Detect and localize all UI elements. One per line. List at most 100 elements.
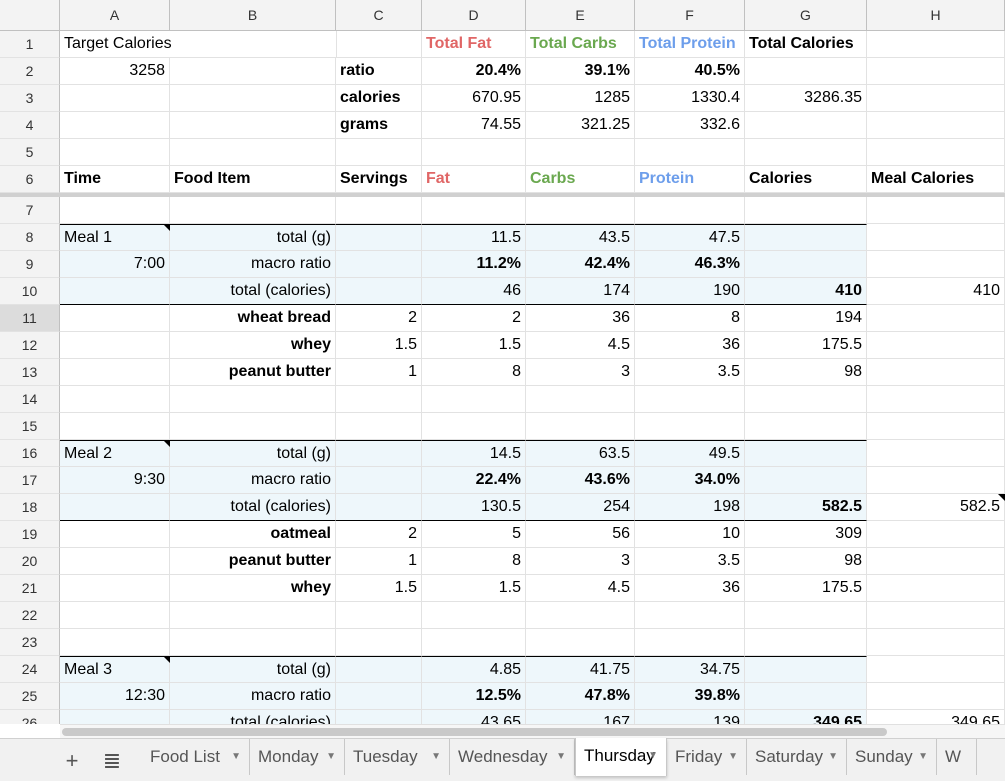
cell-g23[interactable]: [745, 629, 867, 656]
cell-d21[interactable]: 1.5: [422, 575, 526, 602]
cell-h13[interactable]: [867, 359, 1005, 386]
cell-a12[interactable]: [60, 332, 170, 359]
tab-dropdown-icon[interactable]: ▼: [431, 751, 441, 762]
cell-e11[interactable]: 36: [526, 305, 635, 332]
cell-a17[interactable]: 9:30: [60, 467, 170, 494]
column-header-d[interactable]: D: [422, 0, 526, 31]
cell-b25[interactable]: macro ratio: [170, 683, 336, 710]
cell-a4[interactable]: [60, 112, 170, 139]
time-header[interactable]: Time: [60, 166, 170, 193]
target-calories-label[interactable]: Target Calories: [60, 31, 336, 58]
row-header-24[interactable]: 24: [0, 656, 60, 683]
tab-dropdown-icon[interactable]: ▼: [326, 751, 336, 762]
row-header-11[interactable]: 11: [0, 305, 60, 332]
row-header-9[interactable]: 9: [0, 251, 60, 278]
cell-h24[interactable]: [867, 656, 1005, 683]
cell-c14[interactable]: [336, 386, 422, 413]
all-sheets-menu-icon[interactable]: ≣: [102, 748, 122, 773]
cell-d15[interactable]: [422, 413, 526, 440]
column-header-a[interactable]: A: [60, 0, 170, 31]
cell-h26[interactable]: 349.65: [867, 710, 1005, 724]
cell-g17[interactable]: [745, 467, 867, 494]
cell-g20[interactable]: 98: [745, 548, 867, 575]
cell-h11[interactable]: [867, 305, 1005, 332]
sheet-tab-saturday[interactable]: Saturday ▼: [747, 739, 847, 775]
cell-a20[interactable]: [60, 548, 170, 575]
cell-g9[interactable]: [745, 251, 867, 278]
cell-f21[interactable]: 36: [635, 575, 745, 602]
cell-e24[interactable]: 41.75: [526, 656, 635, 683]
column-header-h[interactable]: H: [867, 0, 1005, 31]
cell-c10[interactable]: [336, 278, 422, 305]
row-header-12[interactable]: 12: [0, 332, 60, 359]
cell-c21[interactable]: 1.5: [336, 575, 422, 602]
cell-h10[interactable]: 410: [867, 278, 1005, 305]
cell-e17[interactable]: 43.6%: [526, 467, 635, 494]
cell-d5[interactable]: [422, 139, 526, 166]
cell-a19[interactable]: [60, 521, 170, 548]
cell-f20[interactable]: 3.5: [635, 548, 745, 575]
grams-protein[interactable]: 332.6: [635, 112, 745, 139]
cell-d13[interactable]: 8: [422, 359, 526, 386]
ratio-protein[interactable]: 40.5%: [635, 58, 745, 85]
cell-e25[interactable]: 47.8%: [526, 683, 635, 710]
cell-b8[interactable]: total (g): [170, 224, 336, 251]
spreadsheet-grid[interactable]: A B C D E F G H 1 Target Calories Total …: [0, 0, 1005, 724]
row-header-6[interactable]: 6: [0, 166, 60, 193]
cell-e22[interactable]: [526, 602, 635, 629]
select-all-corner[interactable]: [0, 0, 60, 31]
cell-b16[interactable]: total (g): [170, 440, 336, 467]
cell-f23[interactable]: [635, 629, 745, 656]
row-header-15[interactable]: 15: [0, 413, 60, 440]
row-header-7[interactable]: 7: [0, 197, 60, 224]
cell-c17[interactable]: [336, 467, 422, 494]
cell-b9[interactable]: macro ratio: [170, 251, 336, 278]
cell-f15[interactable]: [635, 413, 745, 440]
cell-g2[interactable]: [745, 58, 867, 85]
cell-b22[interactable]: [170, 602, 336, 629]
cell-e23[interactable]: [526, 629, 635, 656]
cell-g26[interactable]: 349.65: [745, 710, 867, 724]
cell-a21[interactable]: [60, 575, 170, 602]
row-header-4[interactable]: 4: [0, 112, 60, 139]
cell-h17[interactable]: [867, 467, 1005, 494]
cell-h3[interactable]: [867, 85, 1005, 112]
cell-c23[interactable]: [336, 629, 422, 656]
cell-f7[interactable]: [635, 197, 745, 224]
calories-label[interactable]: calories: [336, 85, 422, 112]
cell-b10[interactable]: total (calories): [170, 278, 336, 305]
cell-h7[interactable]: [867, 197, 1005, 224]
cell-a5[interactable]: [60, 139, 170, 166]
tab-dropdown-icon[interactable]: ▼: [828, 751, 838, 762]
cell-e18[interactable]: 254: [526, 494, 635, 521]
cell-g18[interactable]: 582.5: [745, 494, 867, 521]
cell-b7[interactable]: [170, 197, 336, 224]
row-header-13[interactable]: 13: [0, 359, 60, 386]
row-header-20[interactable]: 20: [0, 548, 60, 575]
cell-g19[interactable]: 309: [745, 521, 867, 548]
cell-a13[interactable]: [60, 359, 170, 386]
cell-b20[interactable]: peanut butter: [170, 548, 336, 575]
cell-b14[interactable]: [170, 386, 336, 413]
cell-f12[interactable]: 36: [635, 332, 745, 359]
cell-b5[interactable]: [170, 139, 336, 166]
cell-a10[interactable]: [60, 278, 170, 305]
cell-d14[interactable]: [422, 386, 526, 413]
cell-a26[interactable]: [60, 710, 170, 724]
cell-h12[interactable]: [867, 332, 1005, 359]
row-header-25[interactable]: 25: [0, 683, 60, 710]
tab-dropdown-icon[interactable]: ▼: [728, 751, 738, 762]
sheet-tab-friday[interactable]: Friday ▼: [667, 739, 747, 775]
cell-b26[interactable]: total (calories): [170, 710, 336, 724]
cell-e5[interactable]: [526, 139, 635, 166]
food-item-header[interactable]: Food Item: [170, 166, 336, 193]
column-header-e[interactable]: E: [526, 0, 635, 31]
cell-c18[interactable]: [336, 494, 422, 521]
sheet-tab-thursday[interactable]: Thursday ▼: [575, 738, 667, 776]
cell-h21[interactable]: [867, 575, 1005, 602]
cell-f26[interactable]: 139: [635, 710, 745, 724]
row-header-21[interactable]: 21: [0, 575, 60, 602]
row-header-8[interactable]: 8: [0, 224, 60, 251]
cell-g13[interactable]: 98: [745, 359, 867, 386]
cell-a25[interactable]: 12:30: [60, 683, 170, 710]
